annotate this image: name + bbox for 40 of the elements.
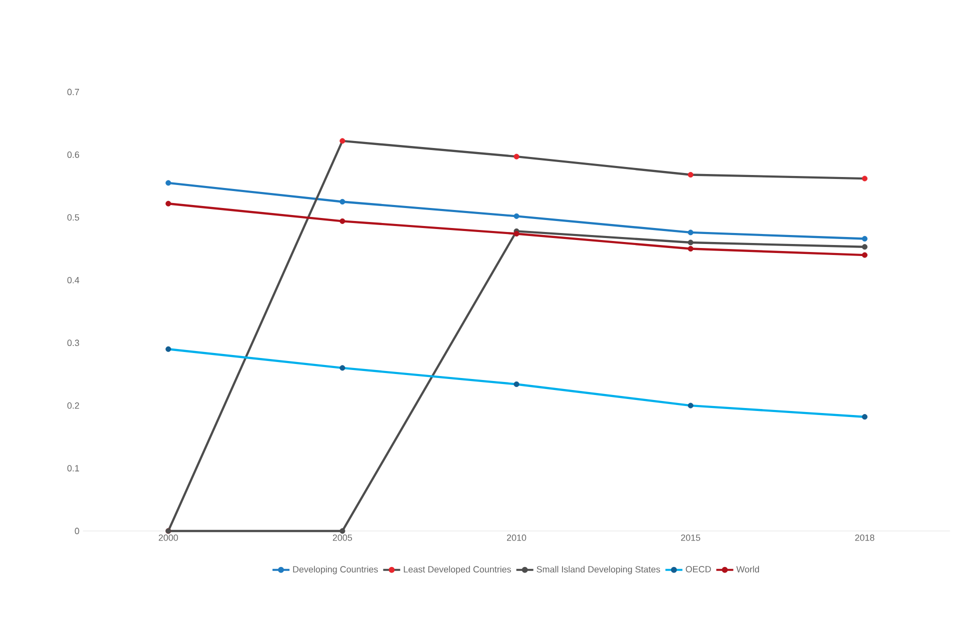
point [688,230,694,236]
point [862,244,868,250]
point [862,176,868,182]
y-tick-label: 0.7 [67,88,80,96]
legend-label: World [736,566,759,572]
point [514,381,520,388]
y-tick-label: 0.2 [67,402,80,409]
point [340,365,346,371]
y-tick-label: 0.4 [67,276,80,284]
y-tick-label: 0.5 [67,214,80,221]
x-tick-label: 2005 [332,534,352,541]
y-tick-label: 0.6 [67,152,80,158]
point [514,230,520,237]
x-tick-label: 2000 [158,534,178,541]
point [166,346,172,352]
y-tick-label: 0.1 [67,465,80,472]
point [166,200,172,206]
point [514,154,520,160]
x-tick-label: 2010 [506,534,526,541]
point [166,180,172,186]
x-tick-label: 2015 [681,534,700,541]
legend-label: Small Island Developing States [536,566,660,574]
legend-label: Least Developed Countries [404,566,511,574]
point [514,213,520,219]
point [688,172,694,178]
point [340,528,346,534]
point [340,218,346,224]
point [688,246,694,252]
point [862,236,868,242]
point [340,138,346,144]
y-tick-label: 0.3 [67,340,80,346]
y-tick-label: 0 [74,528,80,534]
legend-label: Developing Countries [293,566,378,574]
point [862,414,868,420]
legend-label: OECD [686,566,711,572]
point [688,240,694,246]
x-tick-label: 2018 [855,534,874,541]
point [862,252,868,258]
point [340,198,346,205]
point [688,402,694,408]
